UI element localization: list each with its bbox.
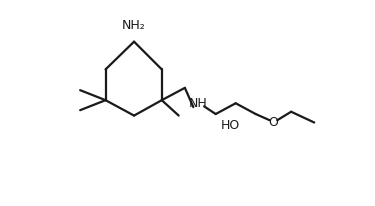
Text: HO: HO: [220, 119, 240, 132]
Text: NH: NH: [189, 97, 207, 110]
Text: O: O: [268, 116, 278, 129]
Text: NH₂: NH₂: [122, 19, 146, 32]
